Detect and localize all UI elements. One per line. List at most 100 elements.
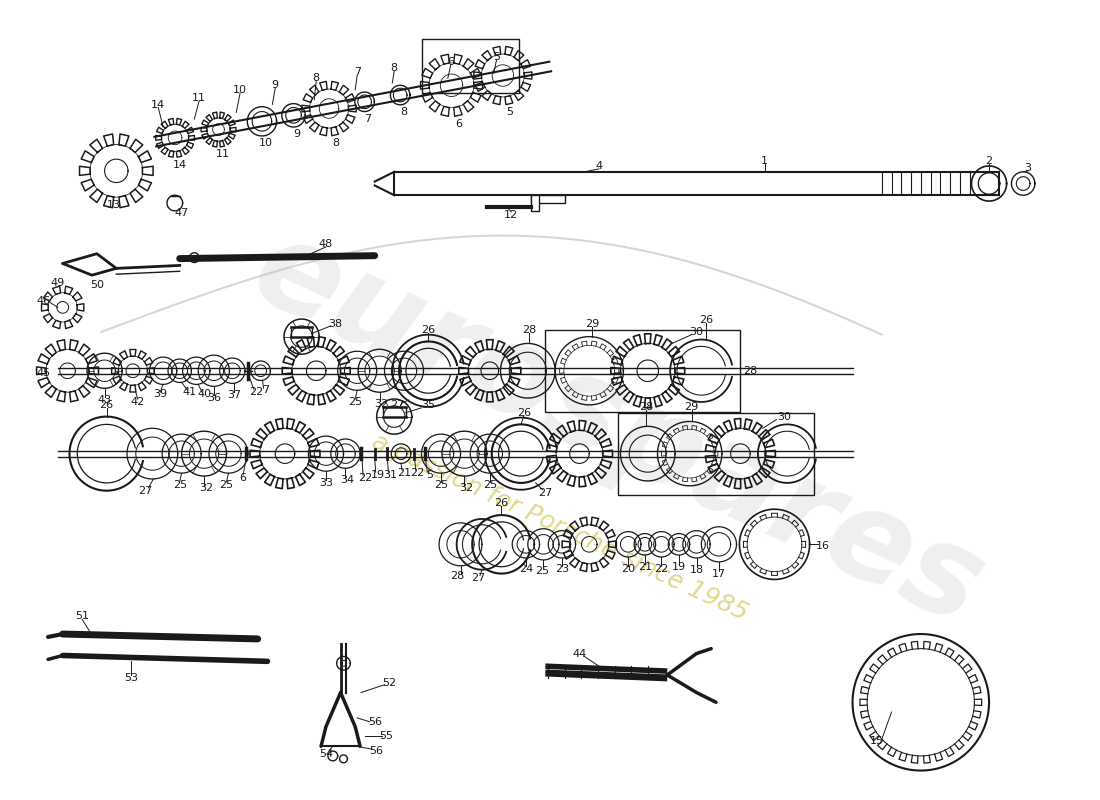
Text: 18: 18 — [690, 565, 704, 574]
Text: 23: 23 — [554, 564, 569, 574]
Bar — [394, 172, 999, 195]
Text: 51: 51 — [75, 611, 89, 622]
Text: 44: 44 — [572, 649, 586, 658]
Text: 37: 37 — [228, 390, 241, 400]
Text: 30: 30 — [690, 326, 704, 337]
Text: 55: 55 — [379, 731, 394, 742]
Text: 46: 46 — [36, 295, 51, 306]
Text: 9: 9 — [272, 80, 278, 90]
Text: 19: 19 — [672, 562, 686, 572]
Text: eurospares: eurospares — [234, 207, 1002, 651]
Text: 25: 25 — [434, 480, 448, 490]
Bar — [530, 195, 565, 203]
Text: 7: 7 — [262, 386, 270, 395]
Text: 15: 15 — [870, 736, 884, 746]
Text: 47: 47 — [175, 208, 189, 218]
Text: 25: 25 — [483, 480, 497, 490]
Text: 38: 38 — [329, 319, 343, 329]
Text: 40: 40 — [197, 389, 211, 399]
Text: 24: 24 — [519, 564, 534, 574]
Text: 7: 7 — [364, 114, 372, 124]
Text: 12: 12 — [504, 210, 518, 220]
Text: 6: 6 — [448, 57, 454, 66]
Text: 6: 6 — [455, 118, 462, 129]
Text: a passion for Porsche since 1985: a passion for Porsche since 1985 — [368, 429, 751, 625]
Text: 28: 28 — [742, 366, 757, 376]
Text: 32: 32 — [374, 399, 388, 409]
Bar — [421, 39, 519, 93]
Text: 20: 20 — [621, 564, 636, 574]
Text: 54: 54 — [319, 749, 333, 759]
Text: 5: 5 — [426, 470, 432, 480]
Text: 29: 29 — [585, 319, 600, 329]
Text: 49: 49 — [51, 278, 65, 288]
Text: 22: 22 — [358, 473, 372, 483]
Text: 8: 8 — [400, 107, 407, 118]
Text: 27: 27 — [471, 574, 485, 583]
Text: 26: 26 — [494, 498, 508, 508]
Text: 13: 13 — [107, 200, 120, 210]
Text: 8: 8 — [390, 63, 398, 74]
Text: 41: 41 — [183, 387, 197, 397]
Text: 6: 6 — [240, 473, 246, 483]
Text: 10: 10 — [260, 138, 273, 148]
Text: 5: 5 — [506, 107, 514, 117]
Text: 36: 36 — [207, 393, 221, 403]
Text: 25: 25 — [536, 566, 550, 576]
Text: 9: 9 — [294, 130, 300, 139]
Text: 27: 27 — [390, 400, 405, 410]
Text: 53: 53 — [124, 673, 138, 683]
Text: 32: 32 — [199, 482, 213, 493]
Text: 29: 29 — [684, 402, 699, 412]
Text: 8: 8 — [312, 74, 320, 83]
Bar — [618, 413, 814, 494]
Text: 8: 8 — [332, 138, 339, 148]
Text: 26: 26 — [421, 325, 436, 334]
Bar — [546, 330, 740, 412]
Text: 1: 1 — [761, 156, 768, 166]
Text: 22: 22 — [654, 564, 669, 574]
Text: 22: 22 — [249, 387, 263, 397]
Text: 56: 56 — [370, 746, 384, 756]
Text: 27: 27 — [139, 486, 153, 496]
Text: 28: 28 — [521, 325, 536, 334]
Text: 56: 56 — [367, 717, 382, 726]
Text: 2: 2 — [986, 156, 992, 166]
Text: 45: 45 — [36, 368, 51, 378]
Text: 4: 4 — [595, 161, 603, 171]
Bar — [530, 195, 539, 211]
Text: 28: 28 — [451, 570, 464, 581]
Text: 26: 26 — [517, 408, 531, 418]
Text: 11: 11 — [192, 93, 206, 102]
Text: 25: 25 — [219, 480, 233, 490]
Text: 35: 35 — [421, 400, 436, 410]
Text: 43: 43 — [98, 395, 112, 405]
Text: 16: 16 — [816, 542, 831, 551]
Text: 21: 21 — [397, 468, 411, 478]
Text: 3: 3 — [1024, 163, 1032, 173]
Text: 32: 32 — [460, 482, 473, 493]
Text: 21: 21 — [638, 562, 652, 572]
Text: 7: 7 — [353, 67, 361, 78]
Text: 30: 30 — [778, 411, 791, 422]
Text: 14: 14 — [151, 99, 165, 110]
Text: 48: 48 — [319, 239, 333, 249]
Text: 14: 14 — [173, 160, 187, 170]
Text: 42: 42 — [131, 397, 145, 407]
Text: 17: 17 — [712, 569, 726, 578]
Text: 11: 11 — [217, 150, 230, 159]
Text: 33: 33 — [319, 478, 333, 488]
Text: 39: 39 — [153, 389, 167, 399]
Text: 19: 19 — [371, 470, 385, 480]
Text: 26: 26 — [700, 315, 713, 325]
Text: 34: 34 — [340, 475, 354, 485]
Text: 25: 25 — [349, 397, 362, 407]
Text: 52: 52 — [383, 678, 396, 688]
Text: 27: 27 — [538, 488, 552, 498]
Text: 25: 25 — [173, 480, 187, 490]
Text: 5: 5 — [493, 52, 500, 62]
Text: 31: 31 — [383, 470, 397, 480]
Text: 22: 22 — [410, 468, 425, 478]
Text: 50: 50 — [90, 280, 103, 290]
Text: 10: 10 — [233, 85, 248, 95]
